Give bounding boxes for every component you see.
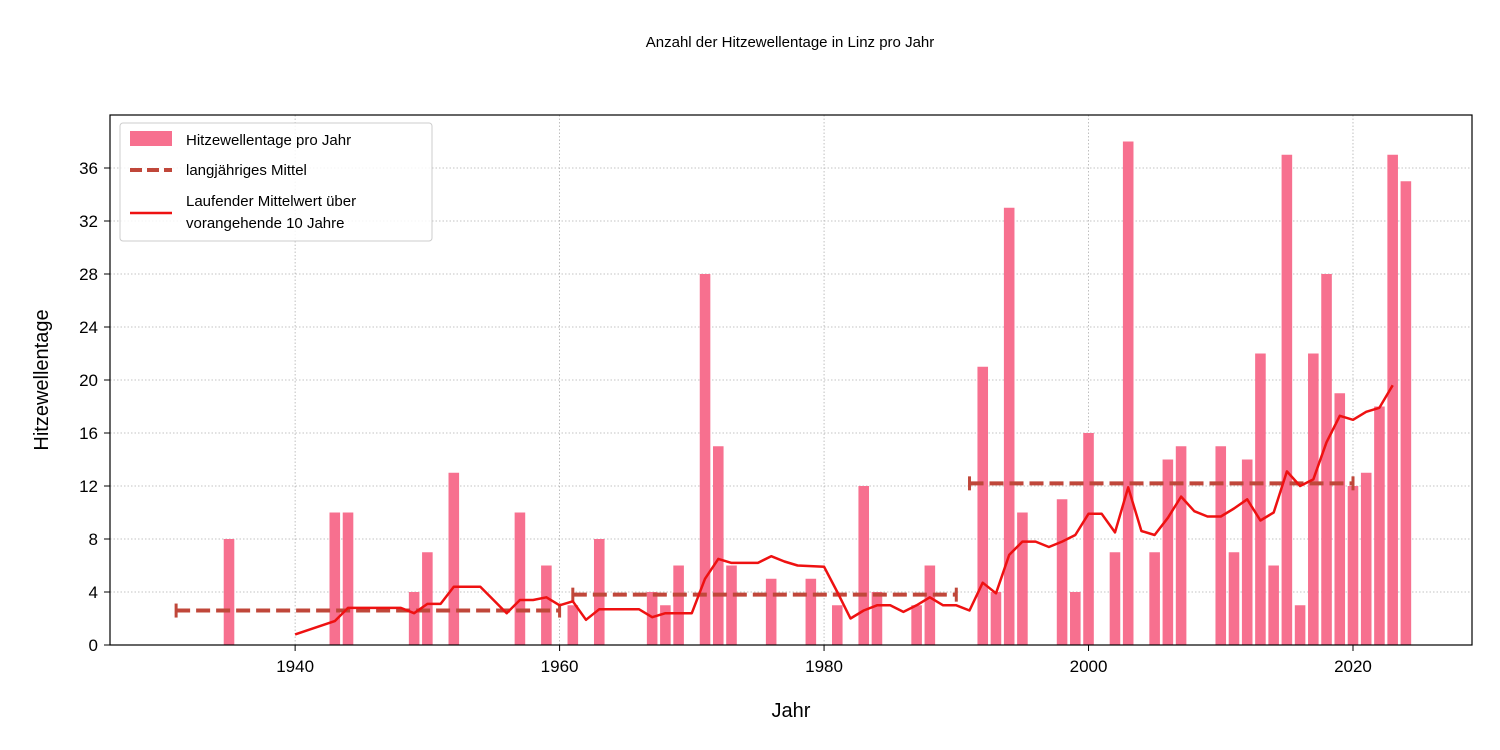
legend-frame bbox=[119, 122, 433, 242]
y-tick-label: 20 bbox=[79, 371, 98, 390]
ticks-layer: 1940 1960 1980 2000 2020 0 4 8 12 16 20 24 28 32 36 bbox=[79, 159, 1372, 676]
bar bbox=[1162, 459, 1174, 645]
x-tick-label: 1940 bbox=[276, 657, 314, 676]
y-tick-label: 4 bbox=[89, 583, 98, 602]
bar bbox=[541, 565, 552, 645]
bar bbox=[1003, 207, 1015, 645]
bar bbox=[1255, 353, 1266, 645]
bar bbox=[422, 552, 433, 645]
bar bbox=[1017, 512, 1028, 645]
bar bbox=[1228, 552, 1240, 645]
x-tick-label: 1960 bbox=[541, 657, 579, 676]
bar bbox=[1109, 552, 1121, 645]
plot-frame bbox=[109, 114, 1473, 646]
bar bbox=[1294, 605, 1306, 645]
bar bbox=[660, 605, 671, 645]
bar bbox=[448, 472, 460, 645]
y-tick-label: 16 bbox=[79, 424, 98, 443]
long-term-mean-layer bbox=[174, 476, 1355, 618]
bar bbox=[1241, 459, 1253, 645]
bar bbox=[1268, 565, 1279, 645]
bar bbox=[1347, 486, 1359, 645]
y-tick-label: 8 bbox=[89, 530, 98, 549]
bar bbox=[1149, 552, 1160, 645]
bar bbox=[1387, 154, 1398, 645]
bar bbox=[1215, 446, 1227, 645]
y-axis-label: Hitzewellentage bbox=[31, 309, 53, 450]
bar bbox=[871, 592, 883, 645]
bar bbox=[1374, 406, 1385, 645]
bar bbox=[514, 512, 526, 645]
y-tick-label: 32 bbox=[79, 212, 98, 231]
chart-title: Anzahl der Hitzewellentage in Linz pro J… bbox=[645, 34, 935, 51]
bar bbox=[673, 565, 684, 645]
legend-bar-label: Hitzewellentage pro Jahr bbox=[186, 132, 351, 149]
x-tick-label: 2020 bbox=[1334, 657, 1372, 676]
bar bbox=[1321, 274, 1332, 645]
bar bbox=[712, 446, 724, 645]
legend-bar-swatch bbox=[130, 131, 172, 146]
bar bbox=[1308, 353, 1319, 645]
bar bbox=[329, 512, 341, 645]
running-mean-line bbox=[294, 384, 1394, 636]
bar bbox=[805, 578, 817, 645]
bar bbox=[1122, 141, 1134, 645]
bar bbox=[1083, 433, 1094, 645]
bar bbox=[924, 565, 936, 645]
running-mean-layer bbox=[294, 384, 1394, 636]
bar bbox=[223, 539, 235, 645]
bar bbox=[1070, 592, 1081, 645]
bar bbox=[408, 592, 420, 645]
y-tick-label: 36 bbox=[79, 159, 98, 178]
x-axis-label: Jahr bbox=[772, 700, 811, 722]
y-tick-label: 28 bbox=[79, 265, 98, 284]
bar bbox=[342, 512, 354, 645]
bar bbox=[977, 366, 989, 645]
bar bbox=[726, 565, 737, 645]
bar bbox=[911, 605, 922, 645]
bar bbox=[1360, 472, 1372, 645]
bar bbox=[1056, 499, 1068, 645]
bar bbox=[593, 539, 605, 645]
bar bbox=[1175, 446, 1187, 645]
legend: Hitzewellentage pro Jahr langjähriges Mi… bbox=[119, 122, 433, 242]
y-tick-label: 24 bbox=[79, 318, 98, 337]
bar bbox=[831, 605, 843, 645]
x-tick-label: 1980 bbox=[805, 657, 843, 676]
bar bbox=[990, 592, 1002, 645]
y-tick-label: 12 bbox=[79, 477, 98, 496]
x-tick-label: 2000 bbox=[1070, 657, 1108, 676]
bar bbox=[858, 486, 870, 645]
bars-layer bbox=[223, 141, 1412, 645]
bar bbox=[765, 578, 777, 645]
bar bbox=[1400, 181, 1412, 645]
bar bbox=[1281, 154, 1293, 645]
legend-running-label-line2: vorangehende 10 Jahre bbox=[186, 215, 344, 232]
bar bbox=[1334, 393, 1346, 645]
bar bbox=[699, 274, 711, 645]
legend-running-label-line1: Laufender Mittelwert über bbox=[186, 193, 356, 210]
bar bbox=[646, 592, 658, 645]
legend-mean-label: langjähriges Mittel bbox=[186, 162, 307, 179]
bar bbox=[567, 605, 579, 645]
y-tick-label: 0 bbox=[89, 636, 98, 655]
